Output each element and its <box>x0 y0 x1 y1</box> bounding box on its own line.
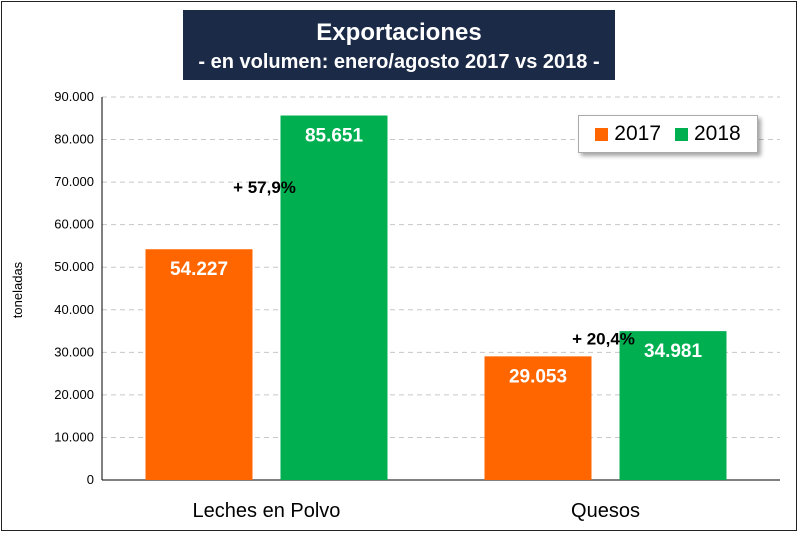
legend-item-2017: 2017 <box>595 122 661 146</box>
legend-item-2018: 2018 <box>675 122 741 146</box>
y-tick-label: 10.000 <box>54 429 94 444</box>
bar-value-label: 85.651 <box>305 126 364 147</box>
chart-title-box: Exportaciones - en volumen: enero/agosto… <box>183 10 615 80</box>
bar-value-label: 54.227 <box>170 259 228 280</box>
bar-2017-0 <box>145 249 253 480</box>
y-tick-label: 40.000 <box>54 302 94 317</box>
x-category-label: Leches en Polvo <box>193 500 341 522</box>
bar-2018-0 <box>280 115 388 480</box>
bar-value-label: 34.981 <box>644 341 703 362</box>
legend-label-2018: 2018 <box>694 122 741 145</box>
y-tick-label: 20.000 <box>54 387 94 402</box>
legend-swatch-2018 <box>675 127 688 141</box>
y-tick-label: 90.000 <box>54 89 94 104</box>
y-tick-label: 50.000 <box>54 259 94 274</box>
legend: 2017 2018 <box>578 115 758 153</box>
legend-swatch-2017 <box>595 127 609 141</box>
bar-2018-1 <box>619 331 727 480</box>
change-annotation: + 20,4% <box>572 329 635 348</box>
legend-label-2017: 2017 <box>614 122 661 145</box>
chart-title: Exportaciones <box>316 19 482 46</box>
change-annotation: + 57,9% <box>233 178 296 197</box>
y-tick-label: 30.000 <box>54 344 94 359</box>
y-tick-label: 60.000 <box>54 217 94 232</box>
y-tick-label: 0 <box>87 472 94 487</box>
y-tick-label: 70.000 <box>54 174 94 189</box>
x-category-label: Quesos <box>571 500 640 522</box>
chart-subtitle: - en volumen: enero/agosto 2017 vs 2018 … <box>198 51 600 73</box>
y-tick-label: 80.000 <box>54 132 94 147</box>
bar-2017-1 <box>484 356 592 480</box>
bar-value-label: 29.053 <box>509 366 567 387</box>
